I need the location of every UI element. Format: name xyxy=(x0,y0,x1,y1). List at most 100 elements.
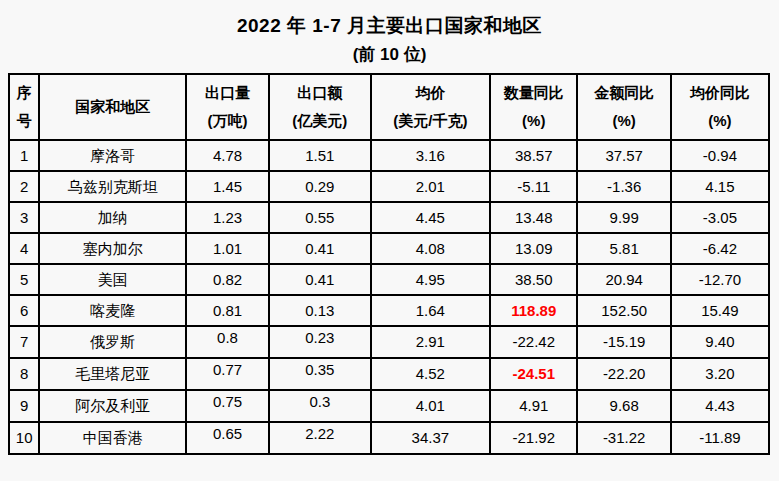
header-volume: 出口量 (万吨) xyxy=(186,74,269,140)
cell-rank: 8 xyxy=(9,358,39,390)
cell-country: 塞内加尔 xyxy=(39,233,186,264)
cell-value: 0.23 xyxy=(269,326,371,358)
cell-rank: 1 xyxy=(9,140,39,171)
table-row: 3 加纳 1.23 0.55 4.45 13.48 9.99 -3.05 xyxy=(9,202,769,233)
cell-qty-yoy: -5.11 xyxy=(490,171,577,202)
cell-country: 阿尔及利亚 xyxy=(39,390,186,422)
cell-avg-price: 4.01 xyxy=(371,390,490,422)
cell-qty-yoy: 4.91 xyxy=(490,390,577,422)
cell-volume: 1.23 xyxy=(186,202,269,233)
cell-rank: 2 xyxy=(9,171,39,202)
table-row: 6 喀麦隆 0.81 0.13 1.64 118.89 152.50 15.49 xyxy=(9,295,769,326)
cell-value-yoy: -31.22 xyxy=(577,422,670,454)
cell-avg-price: 3.16 xyxy=(371,140,490,171)
cell-volume: 0.81 xyxy=(186,295,269,326)
cell-value-yoy: 37.57 xyxy=(577,140,670,171)
cell-value-yoy: -22.20 xyxy=(577,358,670,390)
cell-price-yoy: 9.40 xyxy=(671,326,769,358)
cell-rank: 6 xyxy=(9,295,39,326)
header-avg-price: 均价 (美元/千克) xyxy=(371,74,490,140)
cell-avg-price: 34.37 xyxy=(371,422,490,454)
cell-qty-yoy: -24.51 xyxy=(490,358,577,390)
cell-country: 喀麦隆 xyxy=(39,295,186,326)
cell-price-yoy: -11.89 xyxy=(671,422,769,454)
cell-avg-price: 4.08 xyxy=(371,233,490,264)
cell-volume: 4.78 xyxy=(186,140,269,171)
cell-avg-price: 2.91 xyxy=(371,326,490,358)
cell-value-yoy: -1.36 xyxy=(577,171,670,202)
cell-price-yoy: 15.49 xyxy=(671,295,769,326)
cell-rank: 7 xyxy=(9,326,39,358)
table-row: 7 俄罗斯 0.8 0.23 2.91 -22.42 -15.19 9.40 xyxy=(9,326,769,358)
table-row: 5 美国 0.82 0.41 4.95 38.50 20.94 -12.70 xyxy=(9,264,769,295)
cell-price-yoy: 4.15 xyxy=(671,171,769,202)
table-row: 10 中国香港 0.65 2.22 34.37 -21.92 -31.22 -1… xyxy=(9,422,769,454)
cell-price-yoy: -0.94 xyxy=(671,140,769,171)
table-row: 1 摩洛哥 4.78 1.51 3.16 38.57 37.57 -0.94 xyxy=(9,140,769,171)
cell-rank: 5 xyxy=(9,264,39,295)
cell-rank: 9 xyxy=(9,390,39,422)
cell-volume: 0.65 xyxy=(186,422,269,454)
cell-value: 1.51 xyxy=(269,140,371,171)
cell-country: 俄罗斯 xyxy=(39,326,186,358)
cell-country: 中国香港 xyxy=(39,422,186,454)
cell-value-yoy: 152.50 xyxy=(577,295,670,326)
cell-value: 0.41 xyxy=(269,264,371,295)
export-countries-table: 序 号 国家和地区 出口量 (万吨) 出口额 (亿美元) 均价 (美元/千克) … xyxy=(8,73,770,455)
cell-value: 0.29 xyxy=(269,171,371,202)
cell-value-yoy: 9.68 xyxy=(577,390,670,422)
cell-price-yoy: -12.70 xyxy=(671,264,769,295)
cell-value: 0.55 xyxy=(269,202,371,233)
cell-rank: 4 xyxy=(9,233,39,264)
cell-value: 0.3 xyxy=(269,390,371,422)
header-rank: 序 号 xyxy=(9,74,39,140)
header-country: 国家和地区 xyxy=(39,74,186,140)
cell-value-yoy: 20.94 xyxy=(577,264,670,295)
table-row: 8 毛里塔尼亚 0.77 0.35 4.52 -24.51 -22.20 3.2… xyxy=(9,358,769,390)
cell-avg-price: 4.95 xyxy=(371,264,490,295)
cell-price-yoy: -6.42 xyxy=(671,233,769,264)
cell-value: 2.22 xyxy=(269,422,371,454)
cell-country: 乌兹别克斯坦 xyxy=(39,171,186,202)
cell-country: 摩洛哥 xyxy=(39,140,186,171)
cell-volume: 0.82 xyxy=(186,264,269,295)
header-value-yoy: 金额同比 (%) xyxy=(577,74,670,140)
cell-value-yoy: -15.19 xyxy=(577,326,670,358)
header-row: 序 号 国家和地区 出口量 (万吨) 出口额 (亿美元) 均价 (美元/千克) … xyxy=(9,74,769,140)
cell-avg-price: 1.64 xyxy=(371,295,490,326)
table-row: 4 塞内加尔 1.01 0.41 4.08 13.09 5.81 -6.42 xyxy=(9,233,769,264)
cell-qty-yoy: -22.42 xyxy=(490,326,577,358)
cell-value: 0.35 xyxy=(269,358,371,390)
cell-avg-price: 4.52 xyxy=(371,358,490,390)
cell-volume: 1.01 xyxy=(186,233,269,264)
page-title: 2022 年 1-7 月主要出口国家和地区 xyxy=(0,13,779,39)
cell-qty-yoy: -21.92 xyxy=(490,422,577,454)
cell-avg-price: 4.45 xyxy=(371,202,490,233)
header-value: 出口额 (亿美元) xyxy=(269,74,371,140)
cell-value: 0.13 xyxy=(269,295,371,326)
cell-price-yoy: 4.43 xyxy=(671,390,769,422)
page-subtitle: (前 10 位) xyxy=(0,43,779,66)
header-price-yoy: 均价同比 (%) xyxy=(671,74,769,140)
cell-qty-yoy: 38.50 xyxy=(490,264,577,295)
cell-rank: 3 xyxy=(9,202,39,233)
cell-price-yoy: -3.05 xyxy=(671,202,769,233)
cell-volume: 0.8 xyxy=(186,326,269,358)
cell-qty-yoy: 13.09 xyxy=(490,233,577,264)
cell-value-yoy: 5.81 xyxy=(577,233,670,264)
cell-volume: 0.77 xyxy=(186,358,269,390)
cell-qty-yoy: 118.89 xyxy=(490,295,577,326)
cell-rank: 10 xyxy=(9,422,39,454)
cell-country: 美国 xyxy=(39,264,186,295)
table-row: 2 乌兹别克斯坦 1.45 0.29 2.01 -5.11 -1.36 4.15 xyxy=(9,171,769,202)
cell-qty-yoy: 38.57 xyxy=(490,140,577,171)
cell-price-yoy: 3.20 xyxy=(671,358,769,390)
cell-value-yoy: 9.99 xyxy=(577,202,670,233)
cell-volume: 0.75 xyxy=(186,390,269,422)
cell-volume: 1.45 xyxy=(186,171,269,202)
cell-avg-price: 2.01 xyxy=(371,171,490,202)
table-row: 9 阿尔及利亚 0.75 0.3 4.01 4.91 9.68 4.43 xyxy=(9,390,769,422)
cell-country: 毛里塔尼亚 xyxy=(39,358,186,390)
header-qty-yoy: 数量同比 (%) xyxy=(490,74,577,140)
cell-country: 加纳 xyxy=(39,202,186,233)
